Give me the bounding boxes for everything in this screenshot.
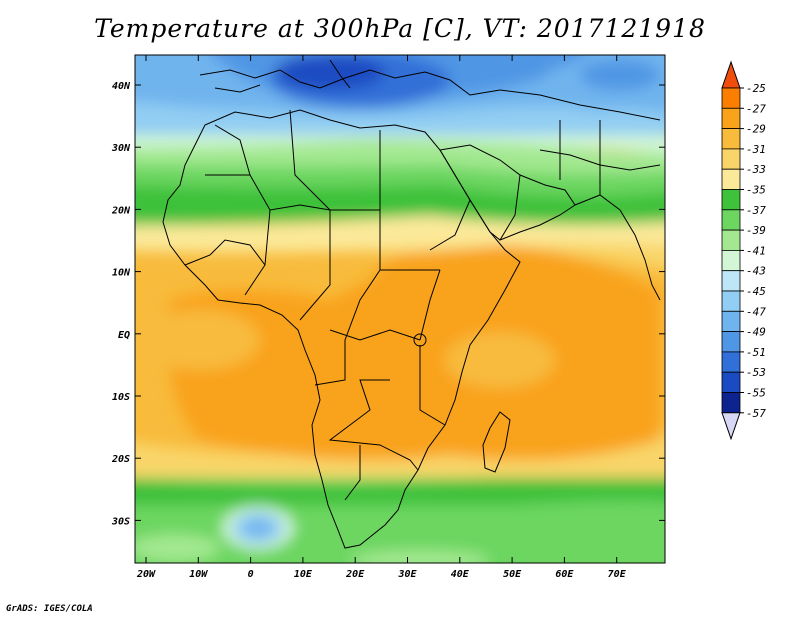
colorbar-label: -57	[746, 407, 766, 420]
lat-label: 30N	[111, 143, 131, 154]
lon-label: 40E	[451, 569, 470, 580]
lat-label: 20N	[111, 205, 131, 216]
colorbar-top-arrow	[721, 60, 741, 89]
cold-eddy-core	[244, 519, 272, 537]
temperature-field	[135, 55, 665, 563]
lon-label: 0	[248, 569, 254, 580]
colorbar-bin	[721, 270, 741, 292]
colorbar-label: -29	[746, 123, 766, 136]
colorbar-bin	[721, 290, 741, 312]
map-title: Temperature at 300hPa [C], VT: 201712191…	[94, 14, 706, 43]
colorbar-bin	[721, 310, 741, 332]
lon-label: 30E	[397, 569, 417, 580]
colorbar-label: -53	[746, 366, 766, 379]
colorbar-label: -33	[746, 163, 766, 176]
lon-label: 20W	[136, 569, 156, 580]
lon-label: 50E	[503, 569, 522, 580]
colorbar-bin	[721, 371, 741, 393]
madagascar-coastline	[482, 411, 511, 473]
lat-label: 20S	[111, 454, 130, 465]
lon-label: 10W	[189, 569, 208, 580]
lat-label: 10N	[112, 268, 131, 279]
lat-label: 10S	[112, 392, 130, 403]
grads-credit: GrADS: IGES/COLA	[6, 604, 93, 614]
colorbar-bin	[721, 87, 741, 109]
colorbar-label: -31	[746, 143, 766, 156]
lat-label: EQ	[118, 330, 130, 341]
colorbar-label: -45	[746, 285, 766, 298]
southern-band-37	[135, 472, 665, 505]
colorbar-bin	[721, 229, 741, 251]
colorbar-label: -39	[746, 224, 766, 237]
lat-label: 40N	[112, 81, 131, 92]
colorbar-label: -37	[746, 204, 766, 217]
colorbar-bin	[721, 148, 741, 170]
coastlines	[162, 59, 661, 549]
lon-label: 10E	[294, 569, 313, 580]
colorbar-label: -51	[746, 346, 766, 359]
colorbar-bin	[721, 168, 741, 190]
lon-label: 20E	[345, 569, 365, 580]
colorbar-bin	[721, 107, 741, 130]
colorbar-bin	[721, 128, 741, 150]
country-borders	[205, 174, 440, 271]
map-frame	[134, 54, 666, 564]
arabia-coastline	[439, 144, 576, 241]
europe-coastline	[199, 69, 501, 96]
lat-label: 30S	[111, 516, 130, 527]
colorbar-label: -47	[746, 305, 766, 318]
colorbar-bin	[721, 392, 741, 414]
colorbar-label: -49	[746, 326, 766, 339]
map-axes: 20W 10W 0 10E 20E 30E 40E 50E 60E 70E 40N 30N 20N 10N…	[111, 55, 665, 580]
colorbar-bin	[721, 209, 741, 231]
colorbar-bin	[721, 331, 741, 353]
colorbar-label: -41	[746, 244, 766, 257]
colorbar-bin	[721, 351, 741, 373]
colorbar: -25 -27 -29 -31 -33 -35 -37 -39 -41 -43 -45 -47 -49 -…	[721, 60, 766, 441]
colorbar-label: -43	[746, 265, 766, 278]
colorbar-label: -55	[746, 387, 766, 400]
colorbar-label: -35	[746, 184, 766, 197]
colorbar-bin	[721, 249, 741, 272]
colorbar-label: -27	[746, 102, 766, 115]
colorbar-bottom-arrow	[721, 412, 741, 441]
colorbar-bin	[721, 189, 741, 211]
colorbar-label: -25	[746, 82, 766, 95]
lon-label: 70E	[608, 569, 627, 580]
lon-label: 60E	[555, 569, 574, 580]
lake-victoria	[413, 333, 427, 347]
